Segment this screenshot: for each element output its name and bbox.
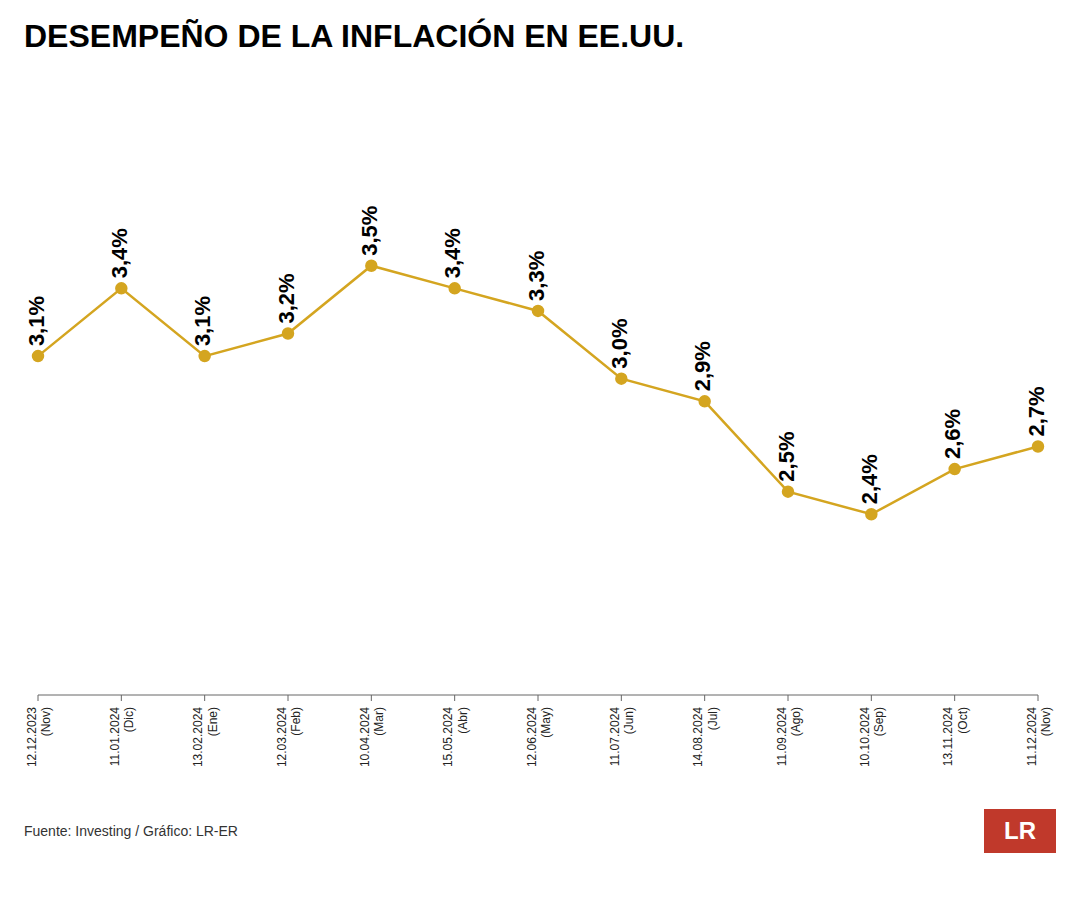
html-text:LR: LR (1004, 817, 1036, 844)
svg-text:12.06.2024(May): 12.06.2024(May) (525, 707, 553, 767)
svg-text:3,1%: 3,1% (24, 296, 49, 346)
svg-text:2,5%: 2,5% (774, 432, 799, 482)
svg-text:11.01.2024(Dic): 11.01.2024(Dic) (108, 707, 136, 766)
svg-text:2,9%: 2,9% (690, 341, 715, 391)
svg-text:2,6%: 2,6% (940, 409, 965, 459)
svg-text:10.04.2024(Mar): 10.04.2024(Mar) (358, 707, 386, 767)
svg-text:14.08.2024(Jul): 14.08.2024(Jul) (691, 707, 719, 767)
svg-text:3,0%: 3,0% (607, 319, 632, 369)
svg-text:2,7%: 2,7% (1024, 386, 1049, 436)
svg-text:3,1%: 3,1% (190, 296, 215, 346)
svg-text:12.12.2023(Nov): 12.12.2023(Nov) (25, 707, 53, 767)
svg-text:3,2%: 3,2% (274, 273, 299, 323)
svg-text:12.03.2024(Feb): 12.03.2024(Feb) (275, 707, 303, 767)
svg-text:13.11.2024(Oct): 13.11.2024(Oct) (941, 707, 969, 766)
svg-text:11.09.2024(Ago): 11.09.2024(Ago) (775, 707, 803, 766)
svg-text:11.07.2024(Jun): 11.07.2024(Jun) (608, 707, 636, 766)
svg-text:13.02.2024(Ene): 13.02.2024(Ene) (191, 707, 219, 767)
html-text:DESEMPEÑO DE LA INFLACIÓN EN E: DESEMPEÑO DE LA INFLACIÓN EN EE.UU. (24, 18, 685, 54)
svg-text:2,4%: 2,4% (857, 454, 882, 504)
svg-text:10.10.2024(Sep): 10.10.2024(Sep) (858, 707, 886, 767)
svg-text:3,4%: 3,4% (440, 228, 465, 278)
svg-text:3,3%: 3,3% (524, 251, 549, 301)
svg-text:11.12.2024(Nov): 11.12.2024(Nov) (1025, 707, 1053, 766)
svg-text:3,4%: 3,4% (107, 228, 132, 278)
html-text:Fuente: Investing / Gráfico: L: Fuente: Investing / Gráfico: LR-ER (24, 823, 238, 839)
svg-text:3,5%: 3,5% (357, 206, 382, 256)
svg-text:15.05.2024(Abr): 15.05.2024(Abr) (441, 707, 469, 767)
